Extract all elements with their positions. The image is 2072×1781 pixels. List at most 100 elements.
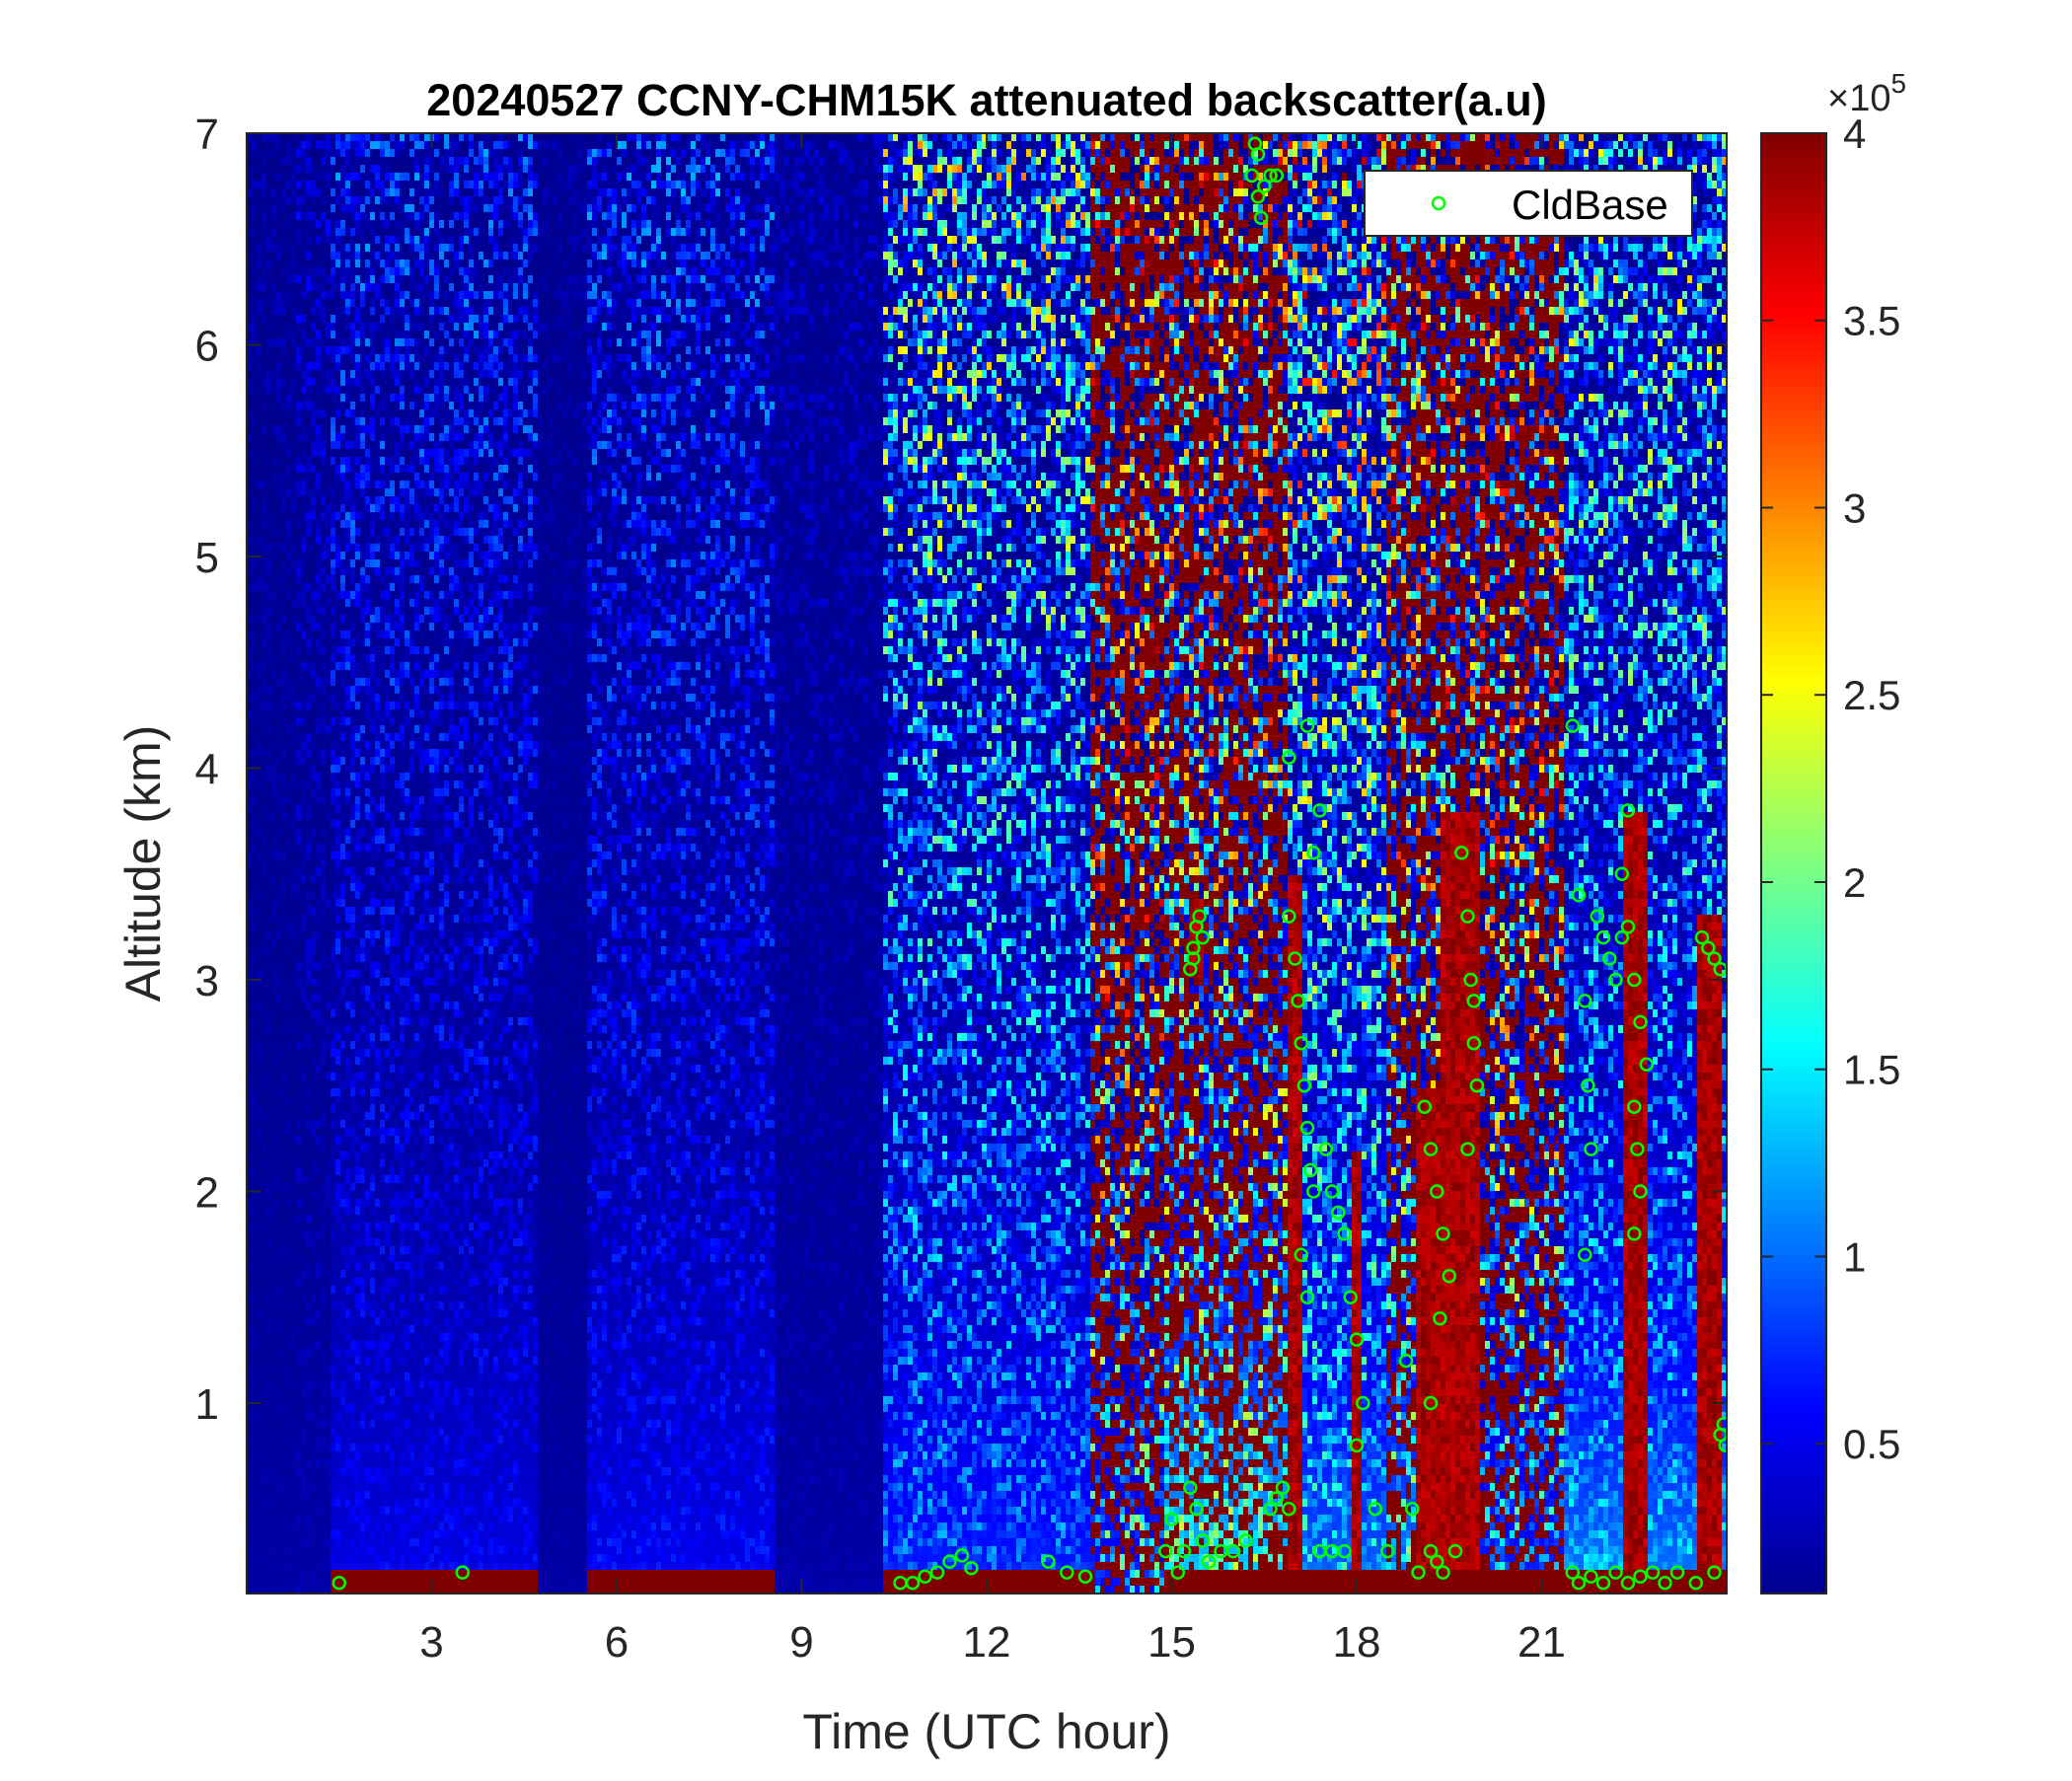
cldbase-point bbox=[1186, 951, 1201, 966]
x-tick-label: 3 bbox=[419, 1618, 443, 1667]
cldbase-point bbox=[1614, 929, 1630, 945]
cldbase-point bbox=[1423, 1395, 1439, 1411]
cldbase-point bbox=[1627, 972, 1642, 988]
cldbase-point bbox=[1430, 1554, 1444, 1570]
cldbase-point bbox=[1282, 1501, 1296, 1517]
x-tick-label: 9 bbox=[789, 1618, 813, 1667]
cldbase-point bbox=[1405, 1501, 1420, 1517]
cldbase-point bbox=[929, 1565, 945, 1580]
cldbase-point bbox=[1608, 972, 1623, 988]
cldbase-point bbox=[1701, 940, 1716, 956]
cldbase-point bbox=[1349, 1332, 1365, 1347]
cldbase-point bbox=[455, 1565, 471, 1580]
cldbase-point bbox=[1436, 1226, 1450, 1241]
cldbase-point bbox=[1423, 1142, 1439, 1156]
cldbase-point bbox=[1282, 909, 1296, 924]
colorbar-gradient bbox=[1760, 132, 1827, 1595]
legend-box bbox=[1364, 170, 1693, 237]
cldbase-point bbox=[1269, 1491, 1285, 1506]
x-tick-label: 21 bbox=[1517, 1618, 1566, 1667]
cldbase-point bbox=[918, 1569, 932, 1585]
cldbase-point bbox=[1688, 1576, 1704, 1591]
cldbase-point bbox=[1581, 1077, 1595, 1093]
cldbase-point bbox=[1669, 1565, 1685, 1580]
cldbase-point bbox=[1306, 846, 1321, 860]
cldbase-point bbox=[1183, 1480, 1198, 1496]
cldbase-point bbox=[1565, 1565, 1581, 1580]
cldbase-point bbox=[1411, 1565, 1426, 1580]
colorbar-tick-label: 0.5 bbox=[1843, 1421, 1900, 1467]
cldbase-point bbox=[1186, 940, 1201, 956]
cldbase-point bbox=[1195, 929, 1211, 945]
colorbar-tick-label: 3 bbox=[1843, 484, 1866, 531]
x-tick-label: 15 bbox=[1147, 1618, 1196, 1667]
cldbase-point bbox=[1584, 1142, 1598, 1156]
cldbase-point bbox=[1294, 1036, 1309, 1051]
cldbase-point bbox=[1302, 1162, 1318, 1178]
cldbase-point bbox=[1590, 909, 1605, 924]
cldbase-point bbox=[1718, 1438, 1727, 1453]
y-axis: 1 2 3 4 5 6 7 bbox=[195, 111, 1727, 1429]
cldbase-point bbox=[1368, 1501, 1383, 1517]
colorbar-tick-label: 3.5 bbox=[1843, 298, 1900, 344]
cldbase-point bbox=[1275, 1480, 1291, 1496]
y-tick-label: 1 bbox=[195, 1380, 219, 1429]
x-tick-label: 6 bbox=[605, 1618, 629, 1667]
cldbase-point bbox=[1620, 920, 1636, 934]
cldbase-point bbox=[905, 1576, 921, 1591]
cldbase-point bbox=[1578, 994, 1592, 1008]
cldbase-point bbox=[1225, 1543, 1241, 1559]
cldbase-markers bbox=[332, 136, 1727, 1591]
legend: CldBase bbox=[1364, 170, 1693, 237]
x-axis: 3 6 9 12 15 18 21 bbox=[419, 133, 1566, 1667]
cldbase-point bbox=[1463, 972, 1478, 988]
cldbase-point bbox=[1633, 1569, 1648, 1585]
colorbar-multiplier-base: ×10 bbox=[1827, 78, 1890, 119]
cldbase-point bbox=[1312, 803, 1327, 818]
cldbase-point bbox=[1578, 1247, 1592, 1263]
cldbase-point bbox=[1627, 1226, 1642, 1241]
cldbase-point bbox=[1337, 1226, 1352, 1241]
cldbase-point bbox=[1349, 1438, 1365, 1453]
cldbase-point bbox=[1257, 179, 1272, 193]
cldbase-point bbox=[1250, 147, 1266, 162]
colorbar-exponent: 5 bbox=[1890, 68, 1906, 99]
cldbase-point bbox=[1343, 1290, 1358, 1304]
heatmap bbox=[247, 133, 1727, 1594]
cldbase-point bbox=[1041, 1554, 1056, 1570]
chart-title: 20240527 CCNY-CHM15K attenuated backscat… bbox=[426, 75, 1546, 125]
cldbase-point bbox=[1460, 1142, 1475, 1156]
cldbase-point bbox=[1595, 1576, 1611, 1591]
cldbase-point bbox=[1447, 1543, 1463, 1559]
cldbase-point bbox=[1614, 866, 1630, 881]
cldbase-point bbox=[1454, 846, 1469, 860]
cldbase-point bbox=[1571, 1576, 1587, 1591]
cldbase-point bbox=[1627, 1099, 1642, 1114]
y-tick-label: 4 bbox=[195, 745, 219, 793]
cldbase-point bbox=[1658, 1576, 1672, 1591]
cldbase-point bbox=[954, 1548, 970, 1563]
cldbase-point bbox=[1192, 909, 1207, 924]
cldbase-point bbox=[1263, 168, 1278, 184]
colorbar-tick-label: 1.5 bbox=[1843, 1047, 1900, 1093]
cldbase-point bbox=[1189, 1501, 1204, 1517]
cldbase-point bbox=[1466, 1036, 1482, 1051]
cldbase-point bbox=[1060, 1565, 1074, 1580]
cldbase-point bbox=[1299, 1120, 1315, 1136]
y-tick-label: 6 bbox=[195, 322, 219, 370]
colorbar-tick-label: 4 bbox=[1843, 111, 1866, 157]
cldbase-point bbox=[1291, 994, 1305, 1008]
cldbase-point bbox=[1250, 189, 1266, 204]
cldbase-point bbox=[1195, 1533, 1211, 1548]
cldbase-point bbox=[1318, 1142, 1334, 1156]
cldbase-point bbox=[1633, 1184, 1648, 1199]
cldbase-point bbox=[332, 1576, 347, 1591]
cldbase-point bbox=[1244, 168, 1260, 184]
x-tick-label: 12 bbox=[963, 1618, 1011, 1667]
cldbase-point bbox=[1331, 1205, 1346, 1221]
cldbase-point bbox=[1306, 1184, 1321, 1199]
y-tick-label: 5 bbox=[195, 534, 219, 582]
y-tick-label: 2 bbox=[195, 1168, 219, 1217]
cldbase-point bbox=[1633, 1014, 1648, 1030]
